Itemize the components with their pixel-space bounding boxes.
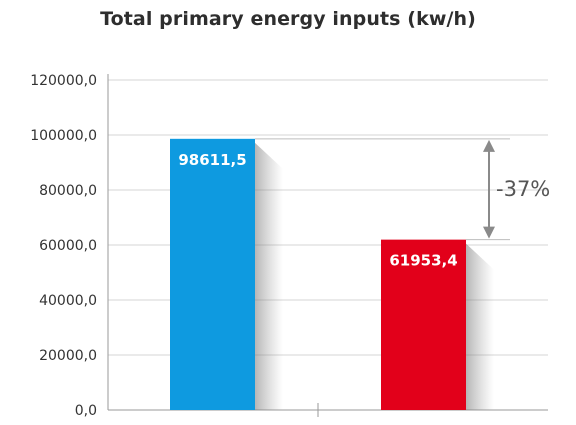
y-tick-label: 20000,0 (39, 348, 97, 364)
chart-title: Total primary energy inputs (kw/h) (100, 8, 476, 30)
bar-value-label: 61953,4 (389, 252, 457, 270)
bar-shadow (466, 243, 494, 410)
bar-shadow (255, 142, 283, 411)
y-tick-label: 40000,0 (39, 293, 97, 309)
bar (170, 138, 255, 411)
difference-arrow-head-up (483, 139, 495, 152)
y-tick-label: 0,0 (75, 403, 97, 419)
bar-value-label: 98611,5 (178, 151, 246, 169)
y-tick-label: 120000,0 (30, 73, 97, 89)
y-tick-label: 100000,0 (30, 128, 97, 144)
difference-arrow-head-down (483, 226, 495, 239)
y-tick-label: 60000,0 (39, 238, 97, 254)
bar (381, 239, 466, 410)
y-tick-label: 80000,0 (39, 183, 97, 199)
difference-label: -37% (496, 177, 550, 201)
